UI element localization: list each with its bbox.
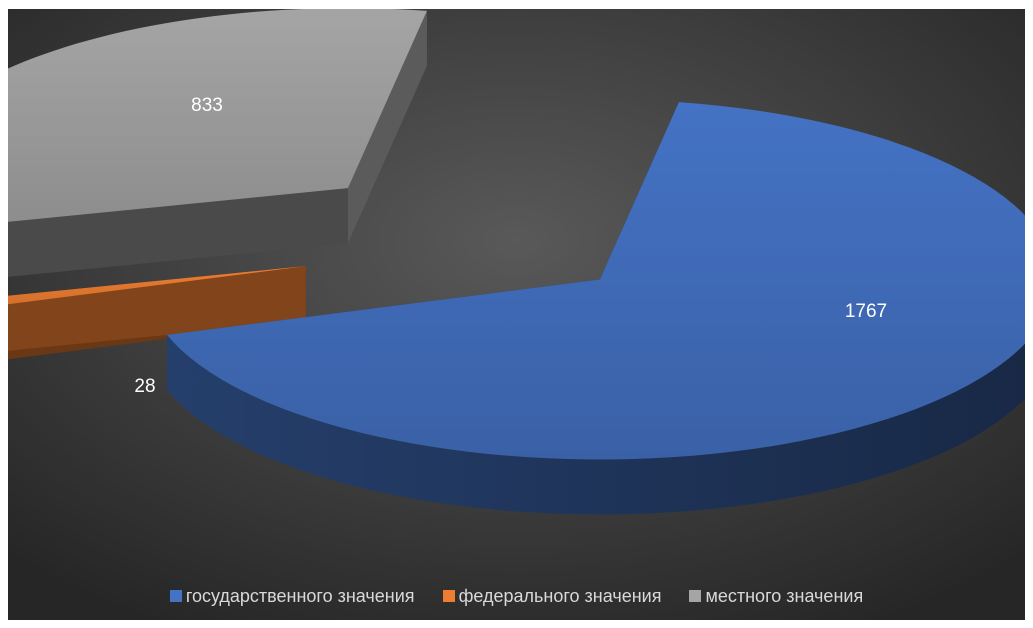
data-label-mestnogo: 833 xyxy=(191,95,223,116)
slice-federalnogo xyxy=(8,266,306,360)
legend: государственного значения федерального з… xyxy=(8,582,1025,610)
legend-swatch-gray xyxy=(689,590,702,602)
legend-item-gosudarstvennogo: государственного значения xyxy=(169,585,415,607)
slice-mestnogo xyxy=(8,9,427,277)
legend-swatch-blue xyxy=(169,590,182,602)
slice-top-gosudarstvennogo xyxy=(166,102,1025,460)
legend-label: местного значения xyxy=(705,585,864,606)
slice-wall-gosudarstvennogo xyxy=(166,334,1025,515)
slice-side-federalnogo xyxy=(8,266,306,351)
legend-item-mestnogo: местного значения xyxy=(689,586,863,607)
legend-swatch-orange xyxy=(442,590,455,602)
slice-side-mestnogo xyxy=(8,188,348,277)
data-label-gosudarstvennogo: 1767 xyxy=(844,301,888,322)
data-label-federalnogo: 28 xyxy=(134,376,156,397)
legend-label: государственного значения xyxy=(185,585,415,606)
slice-gosudarstvennogo xyxy=(166,102,1025,515)
pie-chart xyxy=(8,9,1025,620)
legend-label: федерального значения xyxy=(458,585,662,606)
legend-item-federalnogo: федерального значения xyxy=(442,585,662,607)
slice-top-mestnogo xyxy=(8,9,427,222)
slice-side-mestnogo xyxy=(347,10,427,244)
chart-area: 1767 28 833 государственного значения фе… xyxy=(8,9,1025,620)
